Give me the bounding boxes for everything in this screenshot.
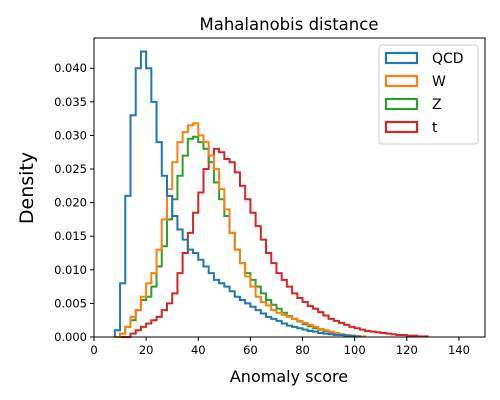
y-tick-label: 0.020 <box>54 196 87 210</box>
y-tick-label: 0.010 <box>54 263 87 277</box>
series-qcd-step-line <box>113 50 361 338</box>
legend-swatch-t <box>384 120 419 134</box>
y-tick-label: 0.005 <box>54 296 87 310</box>
legend-label-qcd: QCD <box>432 51 464 67</box>
x-tick-label: 100 <box>344 343 366 357</box>
y-tick-label: 0.030 <box>54 128 87 142</box>
series-w-step-line <box>114 122 367 338</box>
legend-swatch-w <box>384 74 419 88</box>
legend-label-w: W <box>432 74 446 90</box>
series-z-step-line <box>114 135 361 338</box>
legend-swatch-z <box>384 97 419 111</box>
plot-frame <box>93 37 486 338</box>
x-axis-label: Anomaly score <box>230 367 348 386</box>
x-tick-label: 60 <box>243 343 258 357</box>
y-tick-label: 0.035 <box>54 95 87 109</box>
x-tick-label: 140 <box>448 343 470 357</box>
chart-title: Mahalanobis distance <box>200 15 379 34</box>
series-t-step-line <box>114 147 429 338</box>
y-tick-label: 0.015 <box>54 229 87 243</box>
legend-label-t: t <box>432 120 438 136</box>
x-tick-label: 80 <box>295 343 310 357</box>
x-tick-label: 20 <box>139 343 154 357</box>
legend-label-z: Z <box>432 97 442 113</box>
y-axis-label: Density <box>16 152 38 224</box>
axis-ticks: 0 20 40 60 80 100 120 140 0.000 0.005 0.010 0.015 0.… <box>54 61 470 357</box>
x-tick-label: 40 <box>191 343 206 357</box>
y-tick-label: 0.040 <box>54 61 87 75</box>
y-tick-label: 0.000 <box>54 330 87 344</box>
legend-frame <box>378 44 479 145</box>
x-tick-label: 120 <box>396 343 418 357</box>
legend-items: QCD WZt <box>384 51 464 136</box>
legend-swatch-qcd <box>384 51 419 65</box>
legend: QCD WZt <box>378 44 479 145</box>
y-tick-label: 0.025 <box>54 162 87 176</box>
x-tick-label: 0 <box>90 343 97 357</box>
histogram-series <box>113 50 429 338</box>
